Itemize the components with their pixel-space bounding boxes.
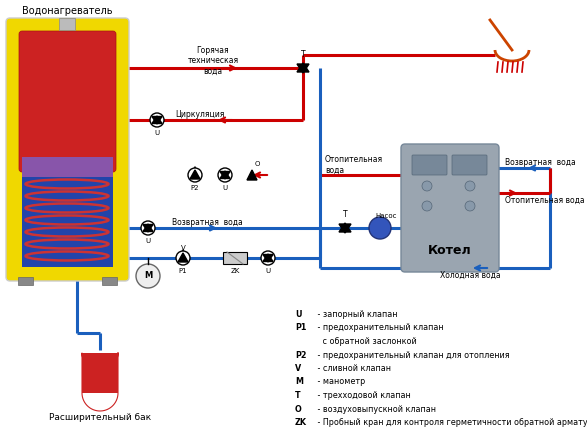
Text: P1: P1 xyxy=(178,268,187,274)
Circle shape xyxy=(136,264,160,288)
Text: U: U xyxy=(265,268,271,274)
Text: T: T xyxy=(343,210,348,219)
Text: - Пробный кран для контроля герметичности обратной арматуры: - Пробный кран для контроля герметичност… xyxy=(315,418,587,427)
Polygon shape xyxy=(297,63,309,72)
Circle shape xyxy=(465,201,475,211)
Polygon shape xyxy=(220,172,230,179)
Bar xyxy=(22,157,113,179)
Polygon shape xyxy=(152,117,162,124)
Text: Отопительная
вода: Отопительная вода xyxy=(325,155,383,175)
Text: Возвратная  вода: Возвратная вода xyxy=(505,158,576,167)
Circle shape xyxy=(422,201,432,211)
Text: ZK: ZK xyxy=(295,418,307,427)
Text: Котел: Котел xyxy=(428,243,472,257)
Bar xyxy=(223,252,247,264)
Bar xyxy=(18,277,33,285)
FancyBboxPatch shape xyxy=(6,18,129,281)
Polygon shape xyxy=(247,170,257,180)
Bar xyxy=(82,353,118,393)
Polygon shape xyxy=(220,171,230,178)
Bar xyxy=(59,18,75,30)
Text: - сливной клапан: - сливной клапан xyxy=(315,364,391,373)
Text: V: V xyxy=(181,245,185,251)
FancyBboxPatch shape xyxy=(412,155,447,175)
Text: ZK: ZK xyxy=(230,268,239,274)
Polygon shape xyxy=(143,224,153,232)
Text: Циркуляция: Циркуляция xyxy=(175,110,224,119)
Text: Отопительная вода: Отопительная вода xyxy=(505,196,585,205)
Text: M: M xyxy=(144,271,152,280)
Text: U: U xyxy=(295,310,302,319)
Circle shape xyxy=(188,168,202,182)
Text: U: U xyxy=(154,130,160,136)
Circle shape xyxy=(141,221,155,235)
Text: - предохранительный клапан для отопления: - предохранительный клапан для отопления xyxy=(315,350,510,359)
Text: O: O xyxy=(295,405,302,414)
Bar xyxy=(102,277,117,285)
Text: - запорный клапан: - запорный клапан xyxy=(315,310,397,319)
Text: Холодная вода: Холодная вода xyxy=(440,271,501,280)
Polygon shape xyxy=(297,64,309,73)
Polygon shape xyxy=(339,223,351,232)
Polygon shape xyxy=(143,224,153,231)
Text: U: U xyxy=(222,185,228,191)
Circle shape xyxy=(465,181,475,191)
Text: - воздуховыпускной клапан: - воздуховыпускной клапан xyxy=(315,405,436,414)
Text: Возвратная  вода: Возвратная вода xyxy=(172,218,243,227)
Text: V: V xyxy=(295,364,301,373)
Text: O: O xyxy=(255,161,261,167)
Text: T: T xyxy=(301,50,305,59)
Wedge shape xyxy=(82,353,118,371)
Text: U: U xyxy=(146,238,150,244)
Polygon shape xyxy=(152,116,162,123)
Text: - трехходовой клапан: - трехходовой клапан xyxy=(315,391,411,400)
Polygon shape xyxy=(263,254,273,261)
FancyBboxPatch shape xyxy=(452,155,487,175)
Text: T: T xyxy=(295,391,301,400)
Polygon shape xyxy=(178,253,188,262)
Text: Водонагреватель: Водонагреватель xyxy=(22,6,112,16)
Circle shape xyxy=(176,251,190,265)
Text: P1: P1 xyxy=(295,323,306,332)
Polygon shape xyxy=(339,224,351,233)
Bar xyxy=(82,373,118,383)
Wedge shape xyxy=(82,375,118,393)
Text: M: M xyxy=(295,378,303,387)
Polygon shape xyxy=(263,255,273,262)
Text: P2: P2 xyxy=(295,350,306,359)
Circle shape xyxy=(150,113,164,127)
Text: - предохранительный клапан: - предохранительный клапан xyxy=(315,323,444,332)
FancyBboxPatch shape xyxy=(19,31,116,172)
Text: - манометр: - манометр xyxy=(315,378,365,387)
Circle shape xyxy=(422,181,432,191)
Text: P2: P2 xyxy=(191,185,199,191)
Text: Расширительный бак: Расширительный бак xyxy=(49,413,151,422)
Text: с обратной заслонкой: с обратной заслонкой xyxy=(315,337,417,346)
Circle shape xyxy=(261,251,275,265)
Circle shape xyxy=(218,168,232,182)
Text: Насос: Насос xyxy=(375,213,396,219)
Bar xyxy=(22,177,113,267)
Text: Горячая
техническая
вода: Горячая техническая вода xyxy=(187,46,238,76)
FancyBboxPatch shape xyxy=(401,144,499,272)
Circle shape xyxy=(369,217,391,239)
Polygon shape xyxy=(190,170,200,179)
